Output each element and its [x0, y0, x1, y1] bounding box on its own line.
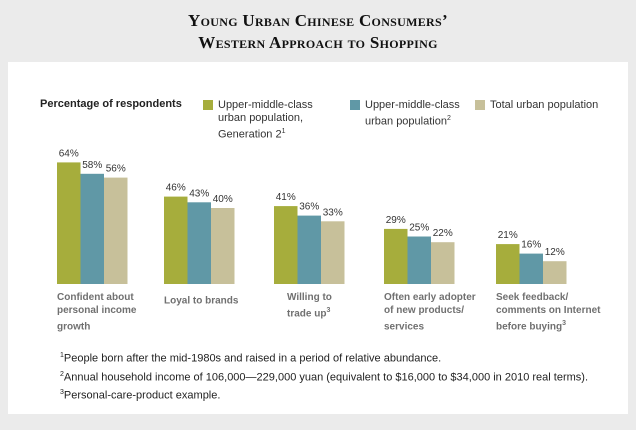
bar: [104, 177, 128, 284]
data-label: 46%: [166, 183, 186, 194]
category-label: Often early adopter of new products/ ser…: [384, 292, 476, 333]
data-label: 41%: [276, 192, 296, 203]
chart-title: Young Urban Chinese Consumers’ Western A…: [188, 11, 448, 52]
legend-swatch: [350, 100, 360, 110]
footnote: 3Personal-care-product example.: [60, 389, 221, 402]
data-label: 21%: [498, 230, 518, 241]
bar: [164, 196, 188, 284]
bar: [80, 173, 104, 284]
y-axis-label: Percentage of respondents: [40, 98, 182, 110]
bar: [407, 236, 431, 284]
bar: [543, 261, 567, 284]
data-label: 16%: [521, 240, 541, 251]
bar: [496, 244, 520, 284]
bar: [431, 242, 455, 284]
bar: [321, 221, 345, 284]
legend-swatch: [475, 100, 485, 110]
bar: [274, 206, 298, 284]
legend-item-series3: Total urban population: [475, 99, 598, 112]
bar: [297, 215, 321, 284]
category-label: Loyal to brands: [164, 295, 239, 307]
legend-swatch: [203, 100, 213, 110]
bar: [519, 253, 543, 284]
data-label: 12%: [545, 247, 565, 258]
footnote: 1People born after the mid-1980s and rai…: [60, 352, 442, 365]
bar: [211, 208, 235, 284]
category-label: Seek feedback/ comments on Internet befo…: [496, 292, 601, 333]
data-label: 36%: [299, 202, 319, 213]
category-label: Confident about personal income growth: [57, 292, 137, 333]
category-label: Willing to trade up3: [287, 292, 332, 320]
bar: [187, 202, 211, 284]
data-label: 25%: [409, 223, 429, 234]
data-label: 33%: [323, 207, 343, 218]
data-label: 58%: [82, 160, 102, 171]
bar: [384, 228, 408, 284]
legend-item-series1: Upper-middle-class urban population, Gen…: [203, 99, 313, 142]
footnotes: 1People born after the mid-1980s and rai…: [60, 348, 588, 404]
legend-item-series2: Upper-middle-class urban population2: [350, 99, 460, 129]
data-label: 40%: [213, 194, 233, 205]
data-label: 56%: [106, 164, 126, 175]
data-label: 64%: [59, 148, 79, 159]
footnote: 2Annual household income of 106,000—229,…: [60, 370, 589, 384]
bar: [57, 162, 81, 284]
data-label: 22%: [433, 228, 453, 239]
data-label: 29%: [386, 215, 406, 226]
data-label: 43%: [189, 188, 209, 199]
